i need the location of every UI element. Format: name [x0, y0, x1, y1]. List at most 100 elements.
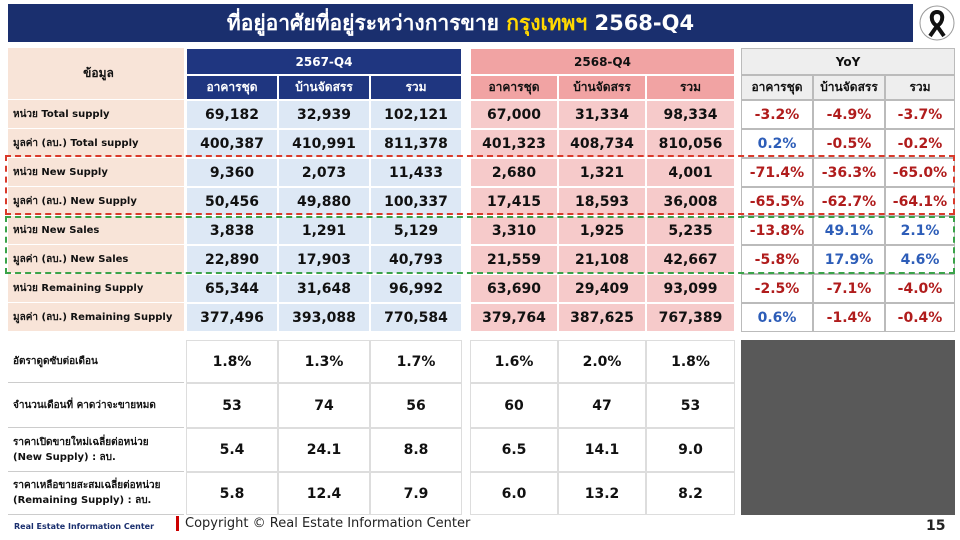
- value-cell: 408,734: [558, 129, 646, 158]
- group-header: YoY: [741, 48, 955, 75]
- summary-label: อัตราดูดซับต่อเดือน: [8, 340, 184, 383]
- value-cell: -65.5%: [741, 187, 813, 216]
- summary-cell: 5.8: [186, 472, 278, 515]
- value-cell: 32,939: [278, 100, 370, 129]
- value-cell: 102,121: [370, 100, 462, 129]
- value-cell: 11,433: [370, 158, 462, 187]
- value-cell: 69,182: [186, 100, 278, 129]
- summary-cell: 9.0: [646, 428, 735, 472]
- summary-cell: 6.5: [470, 428, 558, 472]
- sub-header: รวม: [646, 75, 735, 100]
- value-cell: 100,337: [370, 187, 462, 216]
- summary-cell: 74: [278, 383, 370, 428]
- title-prefix: ที่อยู่อาศัยที่อยู่ระหว่างการขาย: [226, 10, 499, 35]
- value-cell: 4.6%: [885, 245, 955, 274]
- value-cell: -62.7%: [813, 187, 885, 216]
- row-label: มูลค่า (ลบ.) New Sales: [8, 245, 184, 274]
- value-cell: 5,235: [646, 216, 735, 245]
- summary-cell: 1.8%: [186, 340, 278, 383]
- summary-cell: 24.1: [278, 428, 370, 472]
- value-cell: 31,648: [278, 274, 370, 303]
- value-cell: 50,456: [186, 187, 278, 216]
- sub-header: รวม: [885, 75, 955, 100]
- value-cell: -3.7%: [885, 100, 955, 129]
- summary-cell: 5.4: [186, 428, 278, 472]
- value-cell: 96,992: [370, 274, 462, 303]
- group-header: 2568-Q4: [470, 48, 735, 75]
- value-cell: 98,334: [646, 100, 735, 129]
- value-cell: 42,667: [646, 245, 735, 274]
- value-cell: 810,056: [646, 129, 735, 158]
- value-cell: -1.4%: [813, 303, 885, 332]
- value-cell: 63,690: [470, 274, 558, 303]
- value-cell: 21,108: [558, 245, 646, 274]
- summary-cell: 13.2: [558, 472, 646, 515]
- value-cell: 3,838: [186, 216, 278, 245]
- summary-cell: 53: [646, 383, 735, 428]
- summary-cell: 7.9: [370, 472, 462, 515]
- label-header: ข้อมูล: [8, 48, 184, 100]
- summary-cell: 1.6%: [470, 340, 558, 383]
- value-cell: 9,360: [186, 158, 278, 187]
- summary-cell: 12.4: [278, 472, 370, 515]
- value-cell: 377,496: [186, 303, 278, 332]
- summary-cell: 8.8: [370, 428, 462, 472]
- value-cell: 29,409: [558, 274, 646, 303]
- value-cell: 767,389: [646, 303, 735, 332]
- value-cell: 17,415: [470, 187, 558, 216]
- red-dashed-box: [5, 155, 955, 215]
- group-header: 2567-Q4: [186, 48, 462, 75]
- footer-logo: Real Estate Information Center: [14, 522, 155, 531]
- value-cell: -3.2%: [741, 100, 813, 129]
- value-cell: -5.8%: [741, 245, 813, 274]
- footer-copyright: Copyright © Real Estate Information Cent…: [176, 516, 470, 531]
- value-cell: -36.3%: [813, 158, 885, 187]
- summary-label: ราคาเปิดขายใหม่เฉลี่ยต่อหน่วย (New Suppl…: [8, 428, 184, 472]
- value-cell: 0.2%: [741, 129, 813, 158]
- value-cell: -71.4%: [741, 158, 813, 187]
- summary-cell: 6.0: [470, 472, 558, 515]
- value-cell: -64.1%: [885, 187, 955, 216]
- row-label: มูลค่า (ลบ.) Remaining Supply: [8, 303, 184, 332]
- value-cell: 65,344: [186, 274, 278, 303]
- value-cell: 67,000: [470, 100, 558, 129]
- row-label: มูลค่า (ลบ.) Total supply: [8, 129, 184, 158]
- value-cell: -4.9%: [813, 100, 885, 129]
- sub-header: อาคารชุด: [470, 75, 558, 100]
- summary-label: จำนวนเดือนที่ คาดว่าจะขายหมด: [8, 383, 184, 428]
- value-cell: 2,680: [470, 158, 558, 187]
- page-number: 15: [926, 518, 946, 534]
- value-cell: -2.5%: [741, 274, 813, 303]
- summary-label: ราคาเหลือขายสะสมเฉลี่ยต่อหน่วย (Remainin…: [8, 472, 184, 515]
- row-label: มูลค่า (ลบ.) New Supply: [8, 187, 184, 216]
- value-cell: -4.0%: [885, 274, 955, 303]
- summary-cell: 8.2: [646, 472, 735, 515]
- value-cell: 36,008: [646, 187, 735, 216]
- row-label: หน่วย Remaining Supply: [8, 274, 184, 303]
- summary-cell: 1.8%: [646, 340, 735, 383]
- value-cell: -13.8%: [741, 216, 813, 245]
- value-cell: 811,378: [370, 129, 462, 158]
- value-cell: -7.1%: [813, 274, 885, 303]
- title-period: 2568-Q4: [594, 11, 695, 35]
- value-cell: 5,129: [370, 216, 462, 245]
- value-cell: -0.2%: [885, 129, 955, 158]
- value-cell: 31,334: [558, 100, 646, 129]
- summary-cell: 53: [186, 383, 278, 428]
- value-cell: 4,001: [646, 158, 735, 187]
- value-cell: 387,625: [558, 303, 646, 332]
- sub-header: อาคารชุด: [186, 75, 278, 100]
- sub-header: อาคารชุด: [741, 75, 813, 100]
- sub-header: บ้านจัดสรร: [813, 75, 885, 100]
- summary-cell: 14.1: [558, 428, 646, 472]
- value-cell: 93,099: [646, 274, 735, 303]
- summary-cell: 1.3%: [278, 340, 370, 383]
- sub-header: บ้านจัดสรร: [278, 75, 370, 100]
- value-cell: 0.6%: [741, 303, 813, 332]
- row-label: หน่วย New Supply: [8, 158, 184, 187]
- value-cell: -0.4%: [885, 303, 955, 332]
- value-cell: 400,387: [186, 129, 278, 158]
- summary-cell: 60: [470, 383, 558, 428]
- mourning-ribbon: [919, 5, 955, 41]
